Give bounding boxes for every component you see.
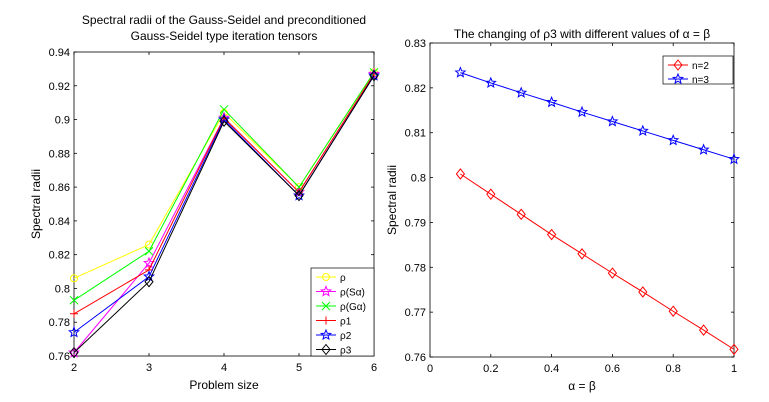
series-line xyxy=(460,72,735,160)
y-tick-label: 0.83 xyxy=(405,38,426,50)
x-tick-label: 6 xyxy=(371,362,377,374)
x-tick-label: 5 xyxy=(296,362,302,374)
data-point xyxy=(70,309,78,318)
data-point xyxy=(697,143,710,155)
x-tick-label: 4 xyxy=(221,362,227,374)
y-tick-label: 0.8 xyxy=(411,173,426,185)
x-tick-label: 2 xyxy=(71,362,77,374)
series-line xyxy=(73,75,375,353)
y-tick-label: 0.8 xyxy=(55,283,70,295)
y-tick-label: 0.92 xyxy=(49,81,70,93)
legend: ρ ρ(Sα) ρ(Gα) ρ1 ρ2 ρ3 xyxy=(310,267,375,357)
data-point xyxy=(219,115,229,128)
data-point xyxy=(698,324,709,336)
legend-marker xyxy=(321,343,331,356)
y-tick-label: 0.76 xyxy=(49,351,70,363)
x-tick-label: 0.8 xyxy=(666,363,681,375)
data-point xyxy=(69,295,79,305)
data-point xyxy=(667,133,680,146)
data-point xyxy=(67,326,81,338)
y-axis-label: Spectral radii xyxy=(385,165,399,235)
data-point xyxy=(69,346,79,359)
y-tick-label: 0.81 xyxy=(405,128,426,140)
data-point xyxy=(546,228,557,241)
y-tick-label: 0.77 xyxy=(405,307,426,319)
series-line xyxy=(460,173,735,350)
y-tick-label: 0.78 xyxy=(49,317,70,329)
x-tick-label: 0.4 xyxy=(544,363,559,375)
legend-label: n=3 xyxy=(692,75,709,86)
chart-panel-1: Spectral radii of the Gauss-Seidel and p… xyxy=(29,13,381,392)
data-point xyxy=(515,86,528,98)
y-tick-label: 0.88 xyxy=(49,148,70,160)
x-tick-label: 3 xyxy=(146,362,152,374)
data-point xyxy=(219,105,229,114)
data-point xyxy=(294,189,304,202)
data-point xyxy=(729,343,739,356)
plot-area xyxy=(429,42,735,358)
legend-label: ρ2 xyxy=(340,331,352,342)
y-axis-label: Spectral radii xyxy=(29,169,43,239)
data-point xyxy=(606,115,619,127)
data-point xyxy=(67,346,81,358)
x-tick-label: 0 xyxy=(427,363,433,375)
chart-title: The changing of ρ3 with different values… xyxy=(454,27,710,41)
data-point xyxy=(516,208,526,221)
data-point xyxy=(367,69,381,81)
data-point xyxy=(636,124,649,137)
y-tick-label: 0.86 xyxy=(49,182,70,194)
data-point xyxy=(486,188,496,200)
y-tick-label: 0.84 xyxy=(49,216,70,228)
y-tick-label: 0.82 xyxy=(49,250,70,262)
legend-label: n=2 xyxy=(692,61,709,72)
x-axis-label: Problem size xyxy=(189,378,259,392)
chart-panel-2: The changing of ρ3 with different values… xyxy=(385,27,741,393)
legend-marker xyxy=(319,328,333,341)
x-tick-label: 0.2 xyxy=(483,363,498,375)
y-tick-label: 0.79 xyxy=(405,217,426,229)
data-point xyxy=(727,152,741,165)
series-6 xyxy=(69,69,379,359)
legend-label: ρ3 xyxy=(340,346,352,357)
legend-label: ρ xyxy=(340,273,346,284)
data-point xyxy=(144,275,154,288)
data-point xyxy=(668,305,678,318)
data-point xyxy=(575,105,589,118)
legend-marker xyxy=(319,285,333,297)
x-axis-label: α = β xyxy=(568,379,596,393)
series-1 xyxy=(455,168,739,356)
legend-label: ρ(Sα) xyxy=(340,288,365,299)
chart-title: Gauss-Seidel type iteration tensors xyxy=(131,29,318,43)
data-point xyxy=(638,286,648,298)
x-tick-label: 0.6 xyxy=(605,363,620,375)
y-tick-label: 0.94 xyxy=(49,47,70,59)
data-point xyxy=(292,189,306,201)
data-point xyxy=(484,76,497,89)
data-point xyxy=(455,168,466,180)
y-tick-label: 0.78 xyxy=(405,262,426,274)
y-tick-label: 0.76 xyxy=(405,352,426,364)
legend-marker xyxy=(322,273,330,281)
data-point xyxy=(144,246,154,256)
chart-title: Spectral radii of the Gauss-Seidel and p… xyxy=(82,13,366,27)
data-point xyxy=(70,274,78,283)
data-point xyxy=(369,69,379,82)
legend-label: ρ(Gα) xyxy=(340,302,366,313)
legend-marker xyxy=(321,301,331,311)
y-tick-label: 0.82 xyxy=(405,83,426,95)
data-point xyxy=(577,248,587,260)
series-2 xyxy=(454,66,741,165)
legend-label: ρ1 xyxy=(340,317,352,328)
data-point xyxy=(545,95,558,108)
legend: n=2n=3 xyxy=(662,55,734,86)
data-point xyxy=(454,66,467,78)
y-tick-label: 0.9 xyxy=(55,115,70,127)
legend-marker xyxy=(671,72,685,85)
data-point xyxy=(607,267,618,279)
legend-marker xyxy=(322,316,330,325)
legend-marker xyxy=(673,59,683,71)
x-tick-label: 1 xyxy=(731,363,737,375)
legend-box xyxy=(310,267,375,357)
